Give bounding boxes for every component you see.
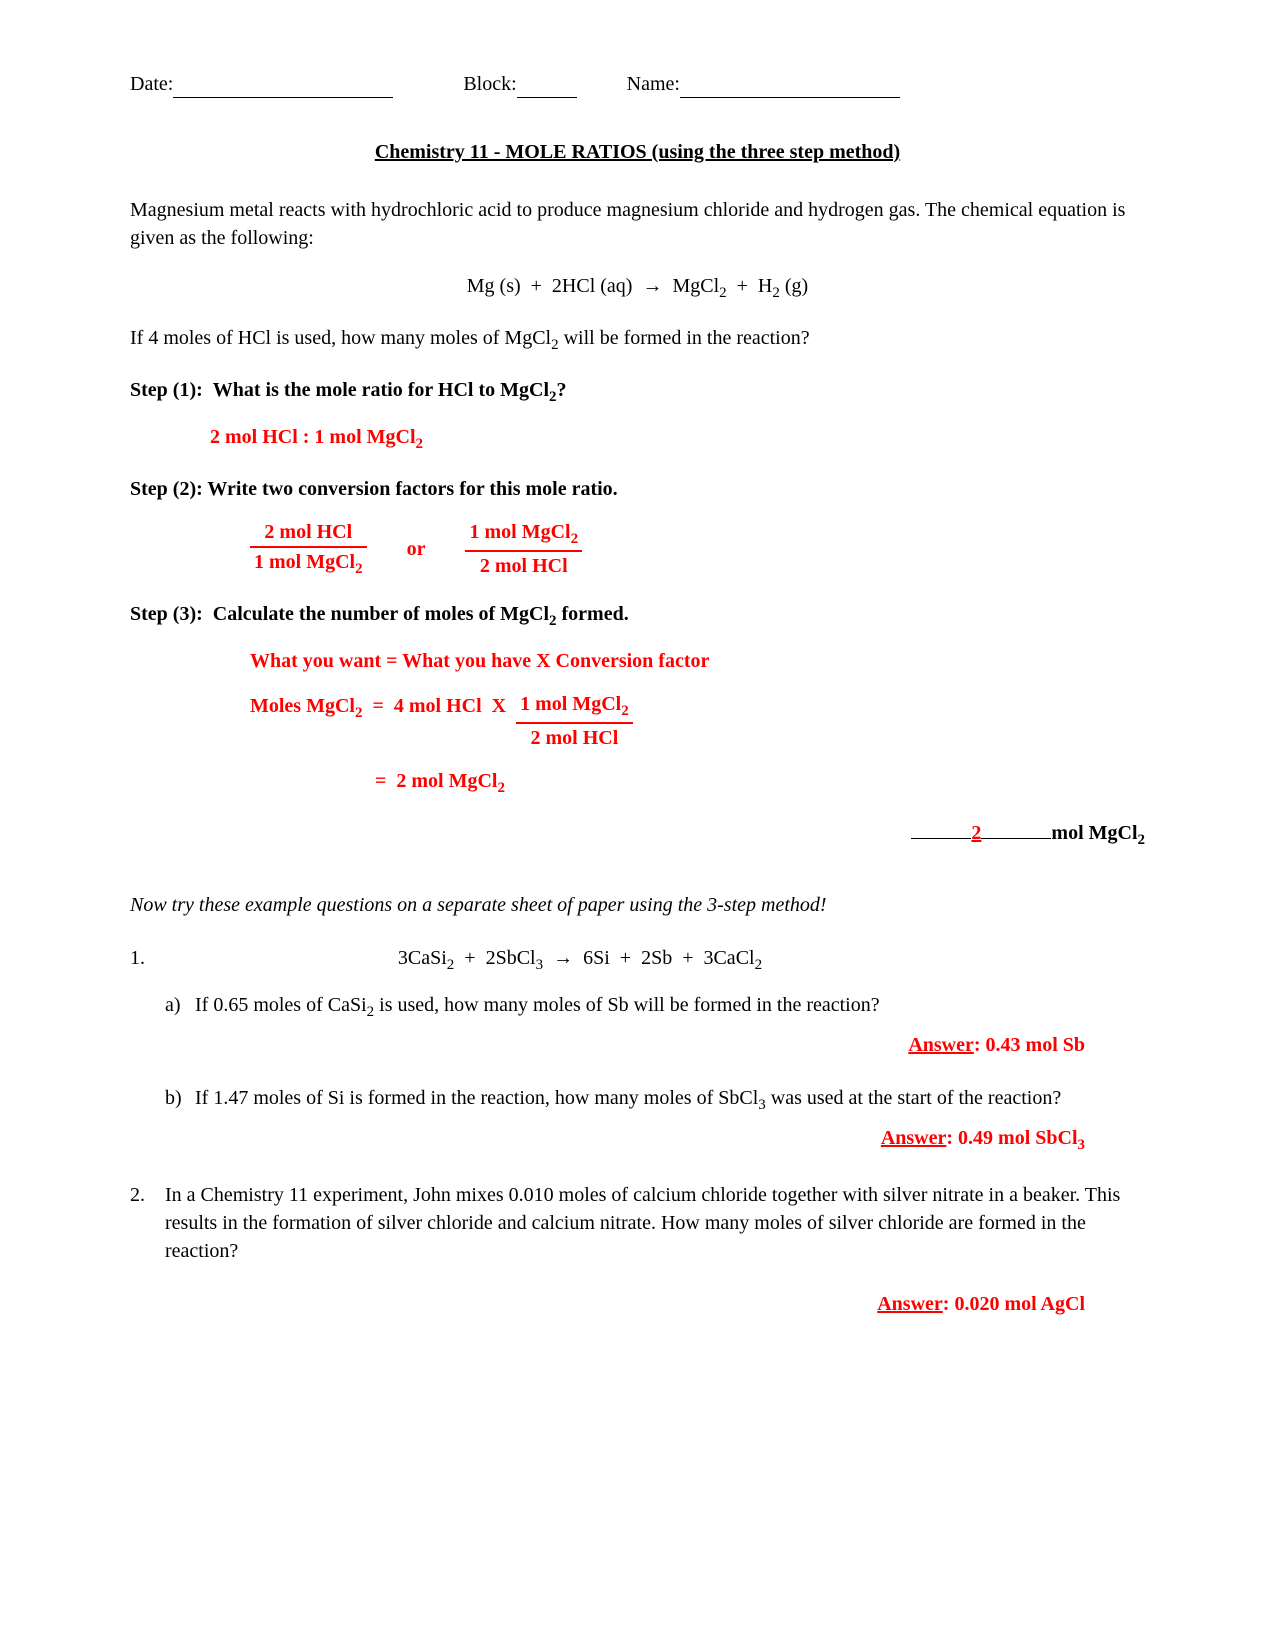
frac2-num: 1 mol MgCl2 [465, 518, 582, 552]
p2-text: In a Chemistry 11 experiment, John mixes… [165, 1181, 1145, 1265]
p1a-text: If 0.65 moles of CaSi2 is used, how many… [195, 991, 1145, 1023]
block-blank[interactable] [517, 97, 577, 98]
step3-heading: Step (3): Calculate the number of moles … [130, 600, 1145, 632]
main-equation: Mg (s) + 2HCl (aq) → MgCl2 + H2 (g) [130, 272, 1145, 304]
p1a: a) If 0.65 moles of CaSi2 is used, how m… [165, 991, 1145, 1023]
intro-paragraph: Magnesium metal reacts with hydrochloric… [130, 196, 1145, 252]
p1a-answer: Answer: 0.43 mol Sb [130, 1031, 1145, 1059]
block-label: Block: [463, 73, 516, 95]
p1b-answer-label: Answer [881, 1127, 947, 1149]
final-answer-unit: mol MgCl2 [1051, 822, 1145, 844]
try-instructions: Now try these example questions on a sep… [130, 891, 1145, 919]
header-fields: Date: Block: Name: [130, 70, 1145, 98]
step3-calc: Moles MgCl2 = 4 mol HCl X 1 mol MgCl2 2 … [250, 690, 1145, 752]
p1-equation: 3CaSi2 + 2SbCl3 → 6Si + 2Sb + 3CaCl2 [165, 944, 1145, 976]
p1b: b) If 1.47 moles of Si is formed in the … [165, 1084, 1145, 1116]
name-label: Name: [627, 73, 680, 95]
step2-fractions: 2 mol HCl 1 mol MgCl2 or 1 mol MgCl2 2 m… [250, 518, 1145, 580]
p1-number: 1. [130, 944, 165, 976]
step1-answer: 2 mol HCl : 1 mol MgCl2 [210, 423, 1145, 455]
p1b-text: If 1.47 moles of Si is formed in the rea… [195, 1084, 1145, 1116]
page-title: Chemistry 11 - MOLE RATIOS (using the th… [130, 138, 1145, 166]
p1b-letter: b) [165, 1084, 195, 1116]
problem-1: 1. 3CaSi2 + 2SbCl3 → 6Si + 2Sb + 3CaCl2 [130, 944, 1145, 976]
step1-heading: Step (1): What is the mole ratio for HCl… [130, 376, 1145, 408]
step3-formula: What you want = What you have X Conversi… [250, 647, 1145, 675]
p2-answer: Answer: 0.020 mol AgCl [130, 1290, 1145, 1318]
frac1-den: 1 mol MgCl2 [250, 548, 367, 580]
step3-frac-den: 2 mol HCl [516, 724, 633, 752]
frac2-den: 2 mol HCl [465, 552, 582, 580]
step3-frac-num: 1 mol MgCl2 [516, 690, 633, 724]
final-answer-line: 2 mol MgCl2 [130, 819, 1145, 851]
p1b-answer-value: : 0.49 mol SbCl3 [946, 1127, 1085, 1149]
p1a-letter: a) [165, 991, 195, 1023]
date-blank[interactable] [173, 97, 393, 98]
name-blank[interactable] [680, 97, 900, 98]
or-label: or [407, 535, 426, 563]
question-text: If 4 moles of HCl is used, how many mole… [130, 324, 1145, 356]
p1a-answer-value: : 0.43 mol Sb [974, 1034, 1085, 1056]
frac1-num: 2 mol HCl [250, 518, 367, 548]
date-label: Date: [130, 73, 173, 95]
step3-result: = 2 mol MgCl2 [375, 767, 1145, 799]
step2-heading: Step (2): Write two conversion factors f… [130, 475, 1145, 503]
p2-answer-label: Answer [877, 1293, 943, 1315]
p2-answer-value: : 0.020 mol AgCl [943, 1293, 1085, 1315]
p1a-answer-label: Answer [908, 1034, 974, 1056]
problem-2: 2. In a Chemistry 11 experiment, John mi… [130, 1181, 1145, 1265]
final-answer-value: 2 [971, 822, 981, 844]
p2-number: 2. [130, 1181, 165, 1265]
p1b-answer: Answer: 0.49 mol SbCl3 [130, 1124, 1145, 1156]
